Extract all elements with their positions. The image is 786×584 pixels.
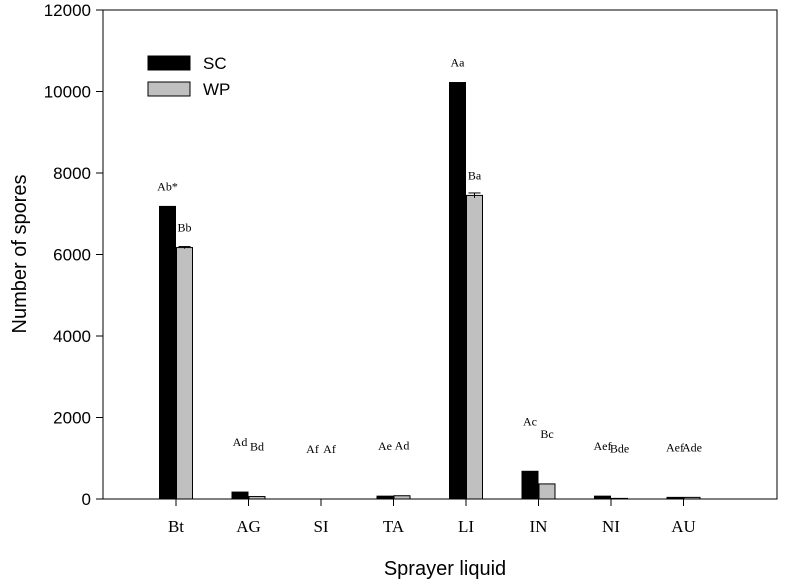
significance-label: Ad (395, 439, 410, 453)
y-tick-label: 10000 (44, 83, 91, 102)
bar-wp (248, 496, 266, 500)
x-tick-label: AG (236, 517, 261, 536)
bar-sc (594, 495, 611, 500)
significance-label: Ad (233, 435, 248, 449)
y-tick-label: 2000 (53, 409, 91, 428)
significance-label: Aef (666, 440, 684, 454)
x-axis: Bt AG SI TA LI IN NI AU (168, 499, 696, 536)
x-tick-label: TA (383, 517, 405, 536)
significance-label: Bde (610, 441, 629, 455)
legend-swatch-wp (147, 81, 191, 97)
significance-label: Ac (523, 414, 537, 428)
bar-wp (538, 483, 556, 500)
significance-label: Ade (682, 440, 702, 454)
significance-label: Ae (378, 439, 392, 453)
significance-label: Aef (594, 439, 612, 453)
bar-sc (449, 82, 466, 500)
legend-label-wp: WP (203, 80, 230, 99)
bar-sc (376, 495, 394, 500)
significance-label: Af (306, 442, 319, 456)
bar-wp (611, 497, 628, 500)
significance-label: Bd (250, 440, 264, 454)
significance-label: Aa (451, 56, 466, 70)
y-tick-label: 0 (82, 490, 91, 509)
y-tick-label: 12000 (44, 1, 91, 20)
bars-group (159, 82, 701, 500)
x-tick-label: IN (530, 517, 548, 536)
y-tick-label: 4000 (53, 327, 91, 346)
x-tick-label: AU (671, 517, 696, 536)
y-tick-label: 6000 (53, 246, 91, 265)
bar-wp (176, 247, 193, 500)
y-axis: 0 2000 4000 6000 8000 10000 12000 (44, 1, 103, 509)
legend-swatch-sc (147, 55, 191, 71)
x-tick-label: Bt (168, 517, 184, 536)
significance-label: Ab* (157, 179, 178, 193)
significance-label: Af (323, 442, 336, 456)
bar-sc (521, 470, 539, 500)
legend: SC WP (147, 54, 230, 99)
x-tick-label: LI (458, 517, 474, 536)
bar-wp (683, 496, 701, 500)
significance-label: Bb (177, 221, 191, 235)
bar-sc (159, 205, 176, 500)
bar-wp (466, 194, 483, 500)
x-tick-label: NI (602, 517, 620, 536)
bar-wp (393, 495, 411, 500)
significance-label: Bc (540, 427, 553, 441)
legend-label-sc: SC (203, 54, 227, 73)
x-axis-title: Sprayer liquid (384, 558, 506, 580)
x-tick-label: SI (313, 517, 328, 536)
bar-sc (666, 496, 684, 500)
significance-labels: Ab* Ad Af Ae Aa Ac Aef Aef Bb Bd Af Ad Ba Bc Bde Ade (157, 56, 702, 456)
y-axis-title: Number of spores (9, 175, 31, 334)
y-tick-label: 8000 (53, 164, 91, 183)
significance-label: Ba (468, 168, 482, 182)
bar-sc (231, 491, 249, 500)
